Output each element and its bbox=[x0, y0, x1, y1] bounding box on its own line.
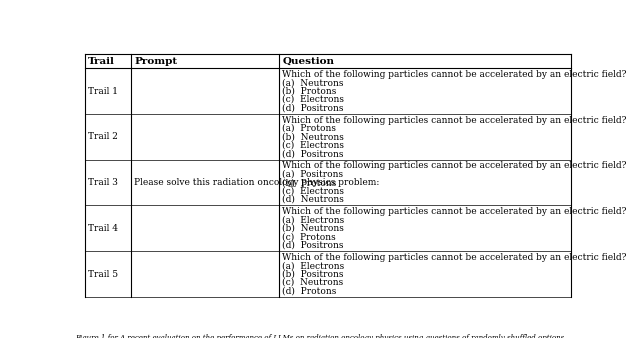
Text: (a)  Electrons: (a) Electrons bbox=[282, 216, 344, 224]
Text: (a)  Protons: (a) Protons bbox=[282, 124, 335, 133]
Text: (c)  Electrons: (c) Electrons bbox=[282, 95, 344, 104]
Text: (b)  Neutrons: (b) Neutrons bbox=[282, 132, 344, 141]
Text: (d)  Protons: (d) Protons bbox=[282, 286, 336, 295]
Text: (b)  Protons: (b) Protons bbox=[282, 178, 336, 187]
Text: Question: Question bbox=[282, 57, 335, 66]
Text: Which of the following particles cannot be accelerated by an electric field?: Which of the following particles cannot … bbox=[282, 253, 626, 262]
Text: (d)  Positrons: (d) Positrons bbox=[282, 241, 343, 250]
Text: (b)  Positrons: (b) Positrons bbox=[282, 270, 343, 279]
Text: (a)  Positrons: (a) Positrons bbox=[282, 170, 343, 179]
Text: Trail 5: Trail 5 bbox=[88, 270, 118, 279]
Text: Trail 2: Trail 2 bbox=[88, 132, 118, 141]
Text: (d)  Positrons: (d) Positrons bbox=[282, 103, 343, 113]
Text: Trail 4: Trail 4 bbox=[88, 224, 118, 233]
Text: (b)  Protons: (b) Protons bbox=[282, 87, 336, 96]
Text: (c)  Neutrons: (c) Neutrons bbox=[282, 278, 343, 287]
Text: Which of the following particles cannot be accelerated by an electric field?: Which of the following particles cannot … bbox=[282, 70, 626, 79]
Text: Which of the following particles cannot be accelerated by an electric field?: Which of the following particles cannot … bbox=[282, 161, 626, 170]
Text: Trail 3: Trail 3 bbox=[88, 178, 118, 187]
Text: Figure 1 for A recent evaluation on the performance of LLMs on radiation oncolog: Figure 1 for A recent evaluation on the … bbox=[76, 334, 564, 338]
Text: (a)  Electrons: (a) Electrons bbox=[282, 261, 344, 270]
Text: Which of the following particles cannot be accelerated by an electric field?: Which of the following particles cannot … bbox=[282, 207, 626, 216]
Text: Please solve this radiation oncology physics problem:: Please solve this radiation oncology phy… bbox=[134, 178, 380, 187]
Text: (c)  Electrons: (c) Electrons bbox=[282, 141, 344, 150]
Text: (a)  Neutrons: (a) Neutrons bbox=[282, 78, 343, 87]
Text: (d)  Neutrons: (d) Neutrons bbox=[282, 195, 344, 204]
Text: (c)  Electrons: (c) Electrons bbox=[282, 187, 344, 195]
Text: Trail: Trail bbox=[88, 57, 115, 66]
Text: Prompt: Prompt bbox=[134, 57, 177, 66]
Text: (b)  Neutrons: (b) Neutrons bbox=[282, 224, 344, 233]
Text: (d)  Positrons: (d) Positrons bbox=[282, 149, 343, 158]
Text: (c)  Protons: (c) Protons bbox=[282, 232, 335, 241]
Text: Trail 1: Trail 1 bbox=[88, 87, 118, 96]
Text: Which of the following particles cannot be accelerated by an electric field?: Which of the following particles cannot … bbox=[282, 116, 626, 125]
